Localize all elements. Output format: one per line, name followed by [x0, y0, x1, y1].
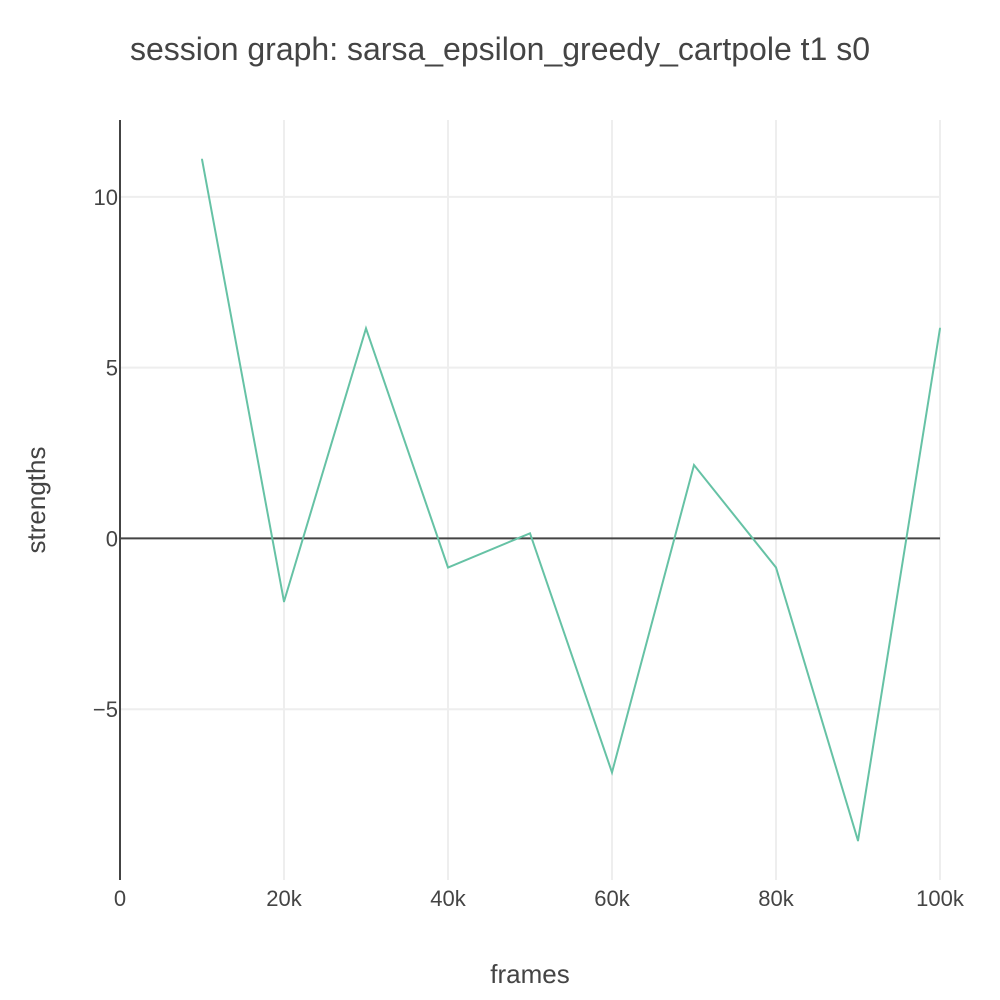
data-point: [447, 566, 449, 569]
data-point: [365, 327, 367, 330]
data-point: [283, 600, 285, 603]
data-point: [611, 771, 613, 774]
x-tick-label: 40k: [430, 886, 466, 911]
series-layer: [201, 158, 941, 842]
data-point: [775, 566, 777, 569]
x-tick-label: 100k: [916, 886, 965, 911]
y-tick-label: 5: [106, 356, 118, 381]
chart-title: session graph: sarsa_epsilon_greedy_cart…: [130, 31, 870, 67]
axes: [119, 120, 940, 880]
data-point: [201, 158, 203, 161]
x-tick-label: 0: [114, 886, 126, 911]
x-tick-label: 80k: [758, 886, 794, 911]
y-axis-title: strengths: [21, 447, 51, 554]
y-tick-label: −5: [93, 697, 118, 722]
data-point: [693, 464, 695, 466]
x-tick-label: 20k: [266, 886, 302, 911]
y-tick-label: 0: [106, 526, 118, 551]
data-point: [939, 327, 941, 330]
data-point: [529, 532, 531, 535]
y-tick-label: 10: [94, 185, 118, 210]
tick-labels: 0 20k 40k 60k 80k 100k −5 0 5 10: [93, 185, 965, 911]
series-line: [201, 159, 941, 841]
grid-lines: [120, 120, 941, 880]
x-tick-label: 60k: [594, 886, 630, 911]
x-axis-title: frames: [490, 959, 569, 989]
data-point: [857, 839, 859, 842]
